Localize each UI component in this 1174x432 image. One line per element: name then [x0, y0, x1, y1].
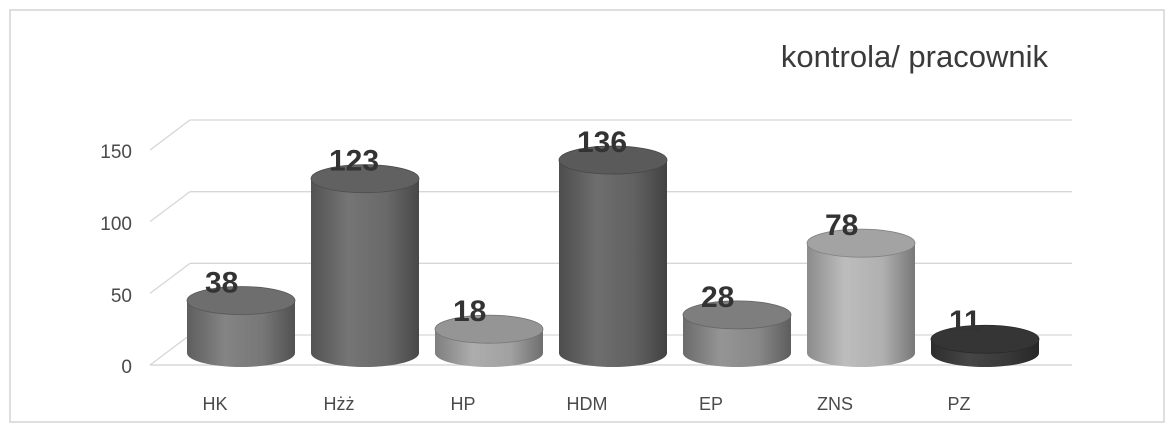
x-axis: HK Hżż HP HDM EP ZNS PZ [202, 394, 970, 414]
data-label: 38 [205, 267, 238, 300]
bar [558, 145, 668, 367]
chart-title: kontrola/ pracownik [781, 39, 1049, 74]
y-tick-label: 0 [121, 357, 132, 378]
bar [310, 164, 420, 367]
y-axis: 0 50 100 150 [100, 142, 132, 378]
gridline [149, 119, 1072, 151]
y-tick-label: 150 [100, 142, 132, 163]
x-tick-label: EP [699, 394, 723, 414]
y-tick-label: 100 [100, 214, 132, 235]
x-tick-label: PZ [947, 394, 970, 414]
y-tick-label: 50 [111, 286, 132, 307]
bars [186, 145, 1040, 367]
x-tick-label: HP [450, 394, 475, 414]
x-tick-label: ZNS [817, 394, 853, 414]
bar [930, 324, 1040, 367]
data-label: 136 [577, 126, 627, 159]
bar [186, 286, 296, 367]
x-tick-label: HDM [567, 394, 608, 414]
x-tick-label: Hżż [324, 394, 355, 414]
data-label: 78 [825, 209, 858, 242]
data-label: 18 [453, 295, 486, 328]
bar [682, 300, 792, 367]
data-label: 28 [701, 281, 734, 314]
data-label: 123 [329, 145, 379, 178]
data-label: 11 [949, 305, 981, 338]
bar [434, 314, 544, 367]
data-labels: 38 123 18 136 28 78 11 [205, 126, 981, 338]
x-tick-label: HK [202, 394, 227, 414]
bar [806, 228, 916, 367]
